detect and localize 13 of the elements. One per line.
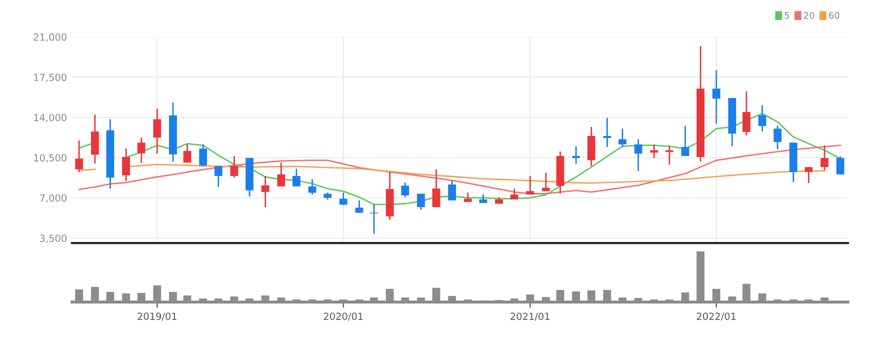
y-tick-label: 21,000 xyxy=(34,33,66,42)
legend-label: 60 xyxy=(828,12,840,19)
legend-label: 20 xyxy=(804,12,814,19)
x-tick-label: 2022/01 xyxy=(696,312,736,321)
y-tick-label: 17,500 xyxy=(34,74,66,82)
y-tick-label: 3,500 xyxy=(40,234,66,243)
x-tick-label: 2020/01 xyxy=(324,312,363,321)
y-tick-label: 14,000 xyxy=(34,114,66,122)
x-tick-label: 2019/01 xyxy=(138,312,176,321)
x-tick-label: 2021/01 xyxy=(510,312,550,321)
y-tick-label: 10,500 xyxy=(34,154,66,162)
legend-label: 5 xyxy=(784,12,789,19)
y-tick-label: 7,000 xyxy=(40,194,66,203)
